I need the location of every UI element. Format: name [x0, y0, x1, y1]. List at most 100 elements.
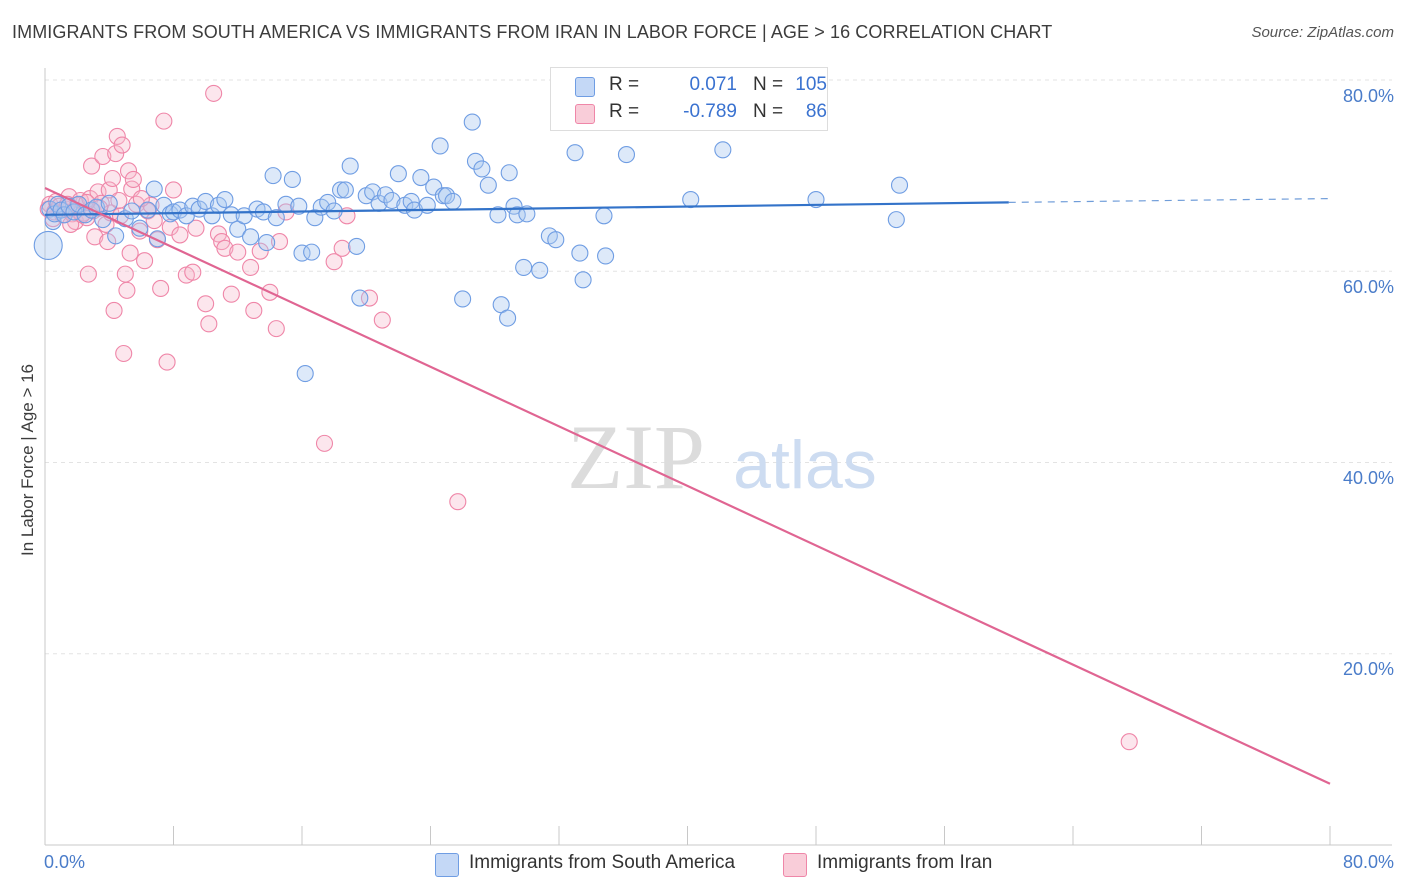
- iran-point: [116, 265, 134, 283]
- south-america-point: [489, 206, 507, 224]
- iran-point: [315, 434, 334, 452]
- iran-point: [107, 145, 125, 163]
- iran-point: [270, 233, 289, 251]
- south-america-point: [412, 168, 430, 187]
- south-america-point: [164, 203, 183, 221]
- source-label: Source: ZipAtlas.com: [1251, 24, 1394, 41]
- iran-point: [158, 353, 176, 371]
- legend-swatch-pink: [783, 853, 807, 877]
- south-america-point: [100, 194, 118, 212]
- iran-point: [222, 285, 240, 303]
- south-america-point: [425, 178, 443, 196]
- south-america-point: [807, 190, 825, 209]
- south-america-point: [714, 141, 732, 159]
- south-america-point: [574, 271, 592, 289]
- iran-point: [103, 169, 122, 188]
- n-label: N =: [753, 101, 784, 122]
- south-america-trend-extension: [1008, 197, 1331, 203]
- n-label: N =: [753, 74, 784, 95]
- iran-point: [267, 320, 285, 338]
- south-america-point: [242, 228, 260, 246]
- south-america-point: [389, 165, 407, 183]
- south-america-point: [617, 146, 636, 164]
- iran-point: [136, 252, 154, 270]
- south-america-point: [887, 211, 905, 229]
- iran-point: [333, 239, 351, 257]
- south-america-point: [571, 244, 589, 262]
- iran-point: [105, 301, 123, 320]
- iran-point: [115, 344, 133, 363]
- south-america-point: [682, 190, 700, 209]
- x-tick-label-max: 80.0%: [1342, 852, 1394, 872]
- iran-point: [152, 279, 170, 298]
- south-america-point: [351, 289, 369, 307]
- south-america-point: [376, 186, 395, 204]
- south-america-point: [595, 207, 613, 225]
- south-america-point: [296, 365, 314, 383]
- south-america-point: [139, 201, 157, 219]
- iran-point: [242, 258, 260, 276]
- stats-legend: R = 0.071 N = 105 R = -0.789 N = 86: [550, 67, 828, 131]
- south-america-point: [145, 180, 163, 198]
- legend-label: Immigrants from South America: [469, 852, 736, 873]
- south-america-point: [258, 234, 276, 252]
- south-america-point: [336, 181, 354, 199]
- iran-point: [216, 239, 234, 257]
- n-value: 86: [805, 101, 827, 122]
- south-america-point: [283, 170, 301, 188]
- iran-point: [187, 219, 205, 237]
- south-america-point: [197, 192, 215, 210]
- x-tick-label-min: 0.0%: [44, 852, 86, 872]
- chart-title: IMMIGRANTS FROM SOUTH AMERICA VS IMMIGRA…: [12, 22, 1053, 42]
- south-america-point: [331, 181, 350, 199]
- iran-point: [118, 281, 136, 299]
- south-america-point: [566, 144, 584, 162]
- south-america-point: [479, 176, 497, 194]
- south-america-point: [890, 176, 909, 194]
- south-america-point: [518, 205, 536, 223]
- watermark: ZIP atlas: [567, 406, 877, 508]
- iran-point: [83, 157, 101, 175]
- iran-point: [373, 311, 391, 329]
- south-america-point: [33, 230, 63, 260]
- iran-point: [119, 162, 138, 180]
- iran-point: [94, 147, 112, 166]
- south-america-point: [107, 227, 125, 245]
- y-tick-label-40: 40.0%: [1342, 468, 1394, 488]
- iran-point: [124, 170, 142, 188]
- iran-point: [110, 191, 128, 210]
- iran-point: [229, 243, 247, 261]
- iran-point: [360, 289, 379, 307]
- iran-point: [325, 253, 343, 271]
- legend-swatch-blue: [435, 853, 459, 877]
- south-america-point: [431, 137, 449, 155]
- r-value: 0.071: [689, 74, 737, 95]
- iran-point: [155, 112, 173, 130]
- y-axis-label: In Labor Force | Age > 16: [18, 363, 37, 557]
- legend-swatch-pink: [575, 104, 595, 124]
- iran-point: [108, 127, 126, 145]
- iran-point: [121, 244, 139, 262]
- iran-point: [113, 136, 131, 154]
- iran-point: [197, 295, 215, 313]
- y-tick-label-20: 20.0%: [1342, 659, 1394, 679]
- iran-point: [245, 301, 263, 320]
- iran-point: [449, 493, 467, 511]
- south-america-point: [341, 157, 359, 175]
- iran-point: [251, 242, 269, 260]
- south-america-point: [222, 206, 240, 224]
- r-value: -0.789: [683, 101, 737, 122]
- watermark-atlas: atlas: [733, 427, 877, 503]
- south-america-point: [531, 261, 549, 279]
- south-america-point: [499, 309, 517, 327]
- legend-swatch-blue: [575, 77, 595, 97]
- south-america-point: [515, 258, 533, 276]
- south-america-point: [303, 243, 321, 261]
- iran-point: [86, 228, 104, 246]
- r-label: R =: [609, 101, 640, 122]
- south-america-point: [216, 190, 234, 209]
- south-america-point: [454, 290, 472, 308]
- iran-point: [171, 226, 189, 244]
- iran-point: [79, 265, 97, 283]
